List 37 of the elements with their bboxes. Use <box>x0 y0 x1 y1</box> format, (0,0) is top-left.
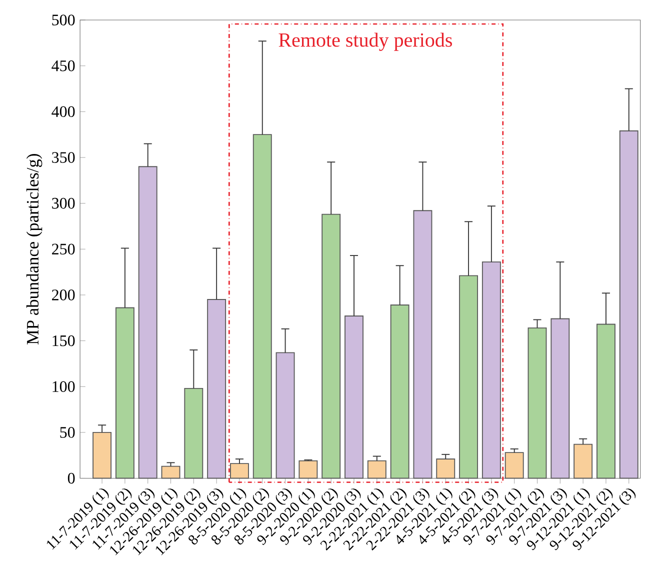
y-tick-label: 250 <box>52 244 75 254</box>
y-tick-label: 100 <box>52 381 75 392</box>
bar <box>619 130 638 479</box>
bar <box>574 444 593 479</box>
bar <box>115 307 134 479</box>
bar <box>367 460 386 479</box>
bar <box>92 432 112 479</box>
bar <box>276 352 295 479</box>
bar <box>230 462 249 479</box>
y-tick-label: 300 <box>52 198 75 209</box>
bar <box>138 166 158 479</box>
y-tick-label: 0 <box>68 472 75 484</box>
bar <box>322 214 341 479</box>
bar <box>504 452 524 479</box>
y-tick-label: 150 <box>52 335 75 346</box>
y-tick-label: 500 <box>52 14 75 26</box>
y-tick-label: 350 <box>52 152 75 163</box>
bar <box>390 304 410 479</box>
annotation: Remote study periods <box>278 32 452 51</box>
bar <box>436 458 456 479</box>
y-tick-label: 200 <box>52 289 75 300</box>
bar <box>528 327 547 479</box>
bar <box>550 318 570 479</box>
y-tick-label: 50 <box>60 426 75 438</box>
bar <box>413 210 432 479</box>
y-tick-label: 450 <box>52 60 75 72</box>
bar <box>459 275 478 479</box>
bar <box>252 134 272 479</box>
y-axis-title: MP abundance (particles/g) <box>26 154 42 344</box>
bar <box>161 466 180 479</box>
bar <box>298 460 318 479</box>
y-tick-label: 400 <box>52 106 75 117</box>
bar <box>184 388 204 479</box>
bar <box>482 261 501 479</box>
bar <box>207 298 226 479</box>
bar <box>344 315 364 479</box>
bar <box>596 324 616 479</box>
